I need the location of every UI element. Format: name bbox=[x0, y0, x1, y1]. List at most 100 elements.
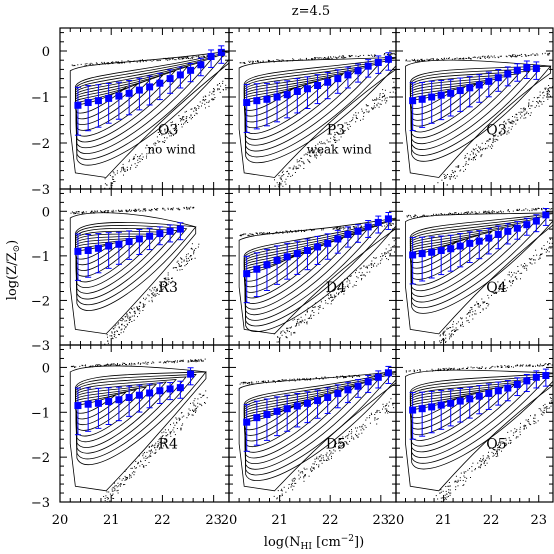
outlier-point bbox=[425, 215, 427, 217]
outlier-point bbox=[301, 231, 302, 233]
outlier-point bbox=[471, 314, 473, 316]
outlier-point bbox=[474, 469, 476, 471]
outlier-point bbox=[540, 413, 542, 415]
outlier-point bbox=[211, 98, 213, 100]
outlier-point bbox=[550, 247, 552, 249]
outlier-point bbox=[361, 425, 363, 427]
panel-ticks bbox=[228, 28, 396, 190]
outlier-point bbox=[252, 234, 254, 236]
outlier-point bbox=[459, 58, 461, 60]
outlier-point bbox=[298, 164, 300, 166]
outlier-point bbox=[198, 107, 200, 109]
outlier-point bbox=[120, 329, 122, 331]
outlier-point bbox=[392, 91, 394, 93]
outlier-point bbox=[201, 102, 203, 104]
outlier-point bbox=[550, 208, 552, 210]
outlier-point bbox=[112, 490, 114, 492]
panel-label: R3 bbox=[158, 280, 177, 296]
outlier-point bbox=[493, 454, 495, 456]
outlier-point bbox=[457, 479, 459, 481]
outlier-point bbox=[439, 492, 441, 494]
outlier-point bbox=[142, 61, 144, 63]
outlier-point bbox=[156, 446, 158, 448]
outlier-point bbox=[184, 265, 186, 267]
outlier-point bbox=[188, 207, 190, 209]
outlier-point bbox=[445, 174, 447, 176]
outlier-point bbox=[311, 152, 313, 154]
outlier-point bbox=[352, 286, 354, 288]
panel-label: D4 bbox=[326, 280, 346, 296]
outlier-point bbox=[137, 363, 139, 365]
outlier-point bbox=[456, 323, 458, 325]
outlier-point bbox=[272, 233, 274, 235]
outlier-point bbox=[139, 308, 140, 310]
outlier-point bbox=[125, 478, 127, 480]
outlier-point bbox=[335, 295, 337, 297]
outlier-point bbox=[188, 413, 190, 415]
outlier-point bbox=[361, 279, 362, 281]
outlier-point bbox=[292, 167, 294, 169]
outlier-point bbox=[524, 109, 526, 111]
outlier-point bbox=[454, 58, 456, 60]
outlier-point bbox=[336, 227, 337, 229]
outlier-point bbox=[240, 382, 242, 384]
outlier-point bbox=[169, 130, 171, 132]
outlier-point bbox=[515, 113, 517, 115]
outlier-point bbox=[301, 161, 303, 163]
outlier-point bbox=[340, 438, 341, 440]
outlier-point bbox=[449, 178, 451, 180]
outlier-point bbox=[187, 262, 188, 264]
outlier-point bbox=[326, 291, 328, 293]
outlier-point bbox=[213, 94, 215, 96]
data-point bbox=[437, 91, 445, 99]
outlier-point bbox=[112, 182, 114, 184]
outlier-point bbox=[515, 119, 517, 121]
outlier-point bbox=[103, 210, 105, 212]
outlier-point bbox=[348, 286, 349, 288]
outlier-point bbox=[143, 305, 145, 307]
outlier-point bbox=[148, 450, 150, 452]
outlier-point bbox=[525, 425, 527, 427]
outlier-point bbox=[164, 137, 165, 139]
outlier-point bbox=[196, 113, 198, 115]
outlier-point bbox=[357, 375, 359, 377]
outlier-point bbox=[121, 323, 123, 325]
outlier-point bbox=[100, 211, 102, 212]
outlier-point bbox=[306, 58, 307, 60]
outlier-point bbox=[213, 98, 215, 100]
data-point bbox=[437, 401, 445, 409]
outlier-point bbox=[134, 363, 136, 365]
outlier-point bbox=[373, 265, 375, 267]
outlier-point bbox=[129, 60, 131, 62]
outlier-point bbox=[482, 459, 484, 461]
outlier-point bbox=[345, 441, 347, 443]
outlier-point bbox=[466, 211, 468, 213]
outlier-point bbox=[382, 255, 383, 257]
outlier-point bbox=[389, 254, 391, 256]
outlier-point bbox=[160, 444, 162, 446]
outlier-point bbox=[277, 184, 279, 186]
outlier-point bbox=[128, 161, 130, 163]
outlier-point bbox=[143, 465, 144, 467]
outlier-point bbox=[398, 223, 399, 224]
outlier-point bbox=[343, 377, 345, 379]
outlier-point bbox=[198, 393, 200, 395]
outlier-point bbox=[176, 269, 178, 271]
outlier-point bbox=[198, 360, 200, 362]
outlier-point bbox=[480, 154, 482, 156]
outlier-point bbox=[138, 305, 140, 307]
outlier-point bbox=[479, 58, 481, 59]
outlier-point bbox=[146, 157, 147, 159]
outlier-point bbox=[497, 366, 499, 368]
outlier-point bbox=[479, 467, 481, 469]
outlier-point bbox=[498, 290, 500, 292]
outlier-point bbox=[151, 208, 152, 210]
outlier-point bbox=[377, 418, 379, 420]
outlier-point bbox=[148, 209, 150, 211]
outlier-point bbox=[522, 266, 524, 268]
outlier-point bbox=[195, 248, 197, 249]
outlier-point bbox=[142, 362, 144, 364]
outlier-point bbox=[543, 91, 545, 93]
outlier-point bbox=[195, 56, 197, 58]
outlier-point bbox=[492, 365, 494, 367]
